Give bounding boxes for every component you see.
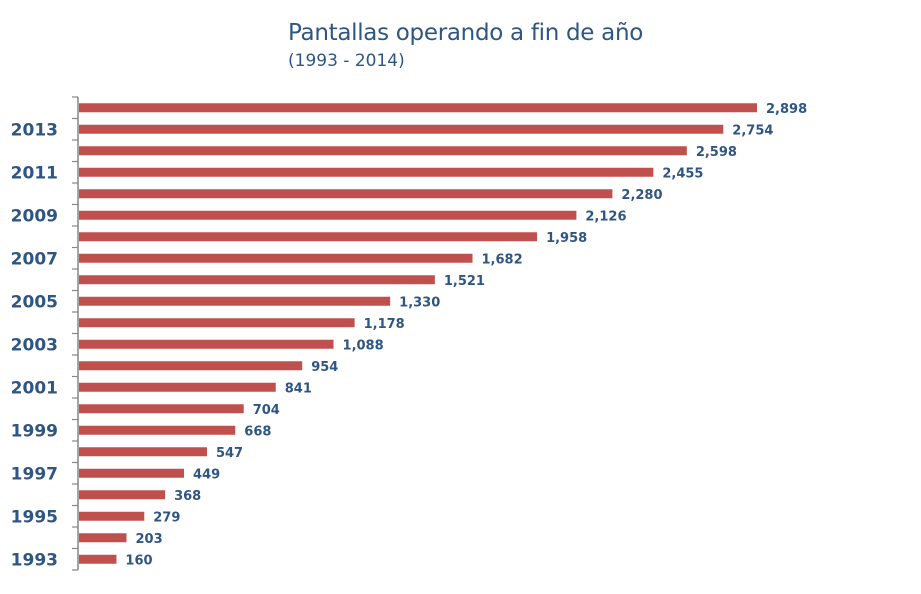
data-label-2003: 1,088 — [343, 338, 384, 353]
data-label-1996: 368 — [174, 489, 201, 504]
data-label-2006: 1,521 — [444, 274, 485, 289]
bar-2013 — [79, 124, 724, 134]
y-tick-label-2011: 2011 — [11, 163, 58, 183]
bar-1994 — [79, 533, 127, 543]
bar-2010 — [79, 189, 613, 199]
data-label-2007: 1,682 — [482, 252, 523, 267]
bar-1999 — [79, 425, 236, 435]
bar-2003 — [79, 339, 334, 349]
data-label-2010: 2,280 — [621, 188, 662, 203]
bar-1993 — [79, 554, 117, 564]
bar-2004 — [79, 318, 355, 328]
y-tick-label-2013: 2013 — [11, 120, 58, 140]
bar-2007 — [79, 253, 473, 263]
data-label-2011: 2,455 — [662, 166, 703, 181]
bar-1998 — [79, 447, 207, 457]
chart-title: Pantallas operando a fin de año — [288, 20, 644, 46]
data-label-2013: 2,754 — [732, 123, 773, 138]
y-tick-label-2003: 2003 — [11, 335, 58, 355]
data-label-2008: 1,958 — [546, 231, 587, 246]
y-tick-label-2005: 2005 — [11, 292, 58, 312]
bar-2009 — [79, 210, 577, 220]
data-label-2005: 1,330 — [399, 295, 440, 310]
bar-2002 — [79, 361, 303, 371]
data-label-1997: 449 — [193, 467, 220, 482]
bar-2006 — [79, 275, 435, 285]
bar-1997 — [79, 468, 185, 478]
y-tick-label-1993: 1993 — [11, 550, 58, 570]
chart-subtitle: (1993 - 2014) — [288, 51, 405, 71]
data-label-1995: 279 — [153, 510, 180, 525]
data-label-1994: 203 — [135, 532, 162, 547]
data-label-2009: 2,126 — [585, 209, 626, 224]
bar-2001 — [79, 382, 276, 392]
bar-2012 — [79, 146, 687, 156]
data-label-1999: 668 — [244, 424, 271, 439]
data-label-2000: 704 — [253, 403, 280, 418]
bar-1995 — [79, 511, 145, 521]
y-tick-label-2001: 2001 — [11, 378, 58, 398]
bar-1996 — [79, 490, 166, 500]
bar-2014 — [79, 103, 757, 113]
bar-2005 — [79, 296, 391, 306]
data-label-2001: 841 — [285, 381, 312, 396]
data-label-1998: 547 — [216, 446, 243, 461]
y-tick-label-2009: 2009 — [11, 206, 58, 226]
y-tick-label-1997: 1997 — [11, 464, 58, 484]
data-label-2002: 954 — [311, 360, 338, 375]
y-tick-label-2007: 2007 — [11, 249, 58, 269]
bar-2000 — [79, 404, 244, 414]
y-tick-label-1995: 1995 — [11, 507, 58, 527]
data-label-1993: 160 — [125, 553, 152, 568]
bar-2011 — [79, 167, 654, 177]
data-label-2014: 2,898 — [766, 102, 807, 117]
y-tick-label-1999: 1999 — [11, 421, 58, 441]
data-label-2012: 2,598 — [696, 145, 737, 160]
data-label-2004: 1,178 — [364, 317, 405, 332]
bar-2008 — [79, 232, 538, 242]
